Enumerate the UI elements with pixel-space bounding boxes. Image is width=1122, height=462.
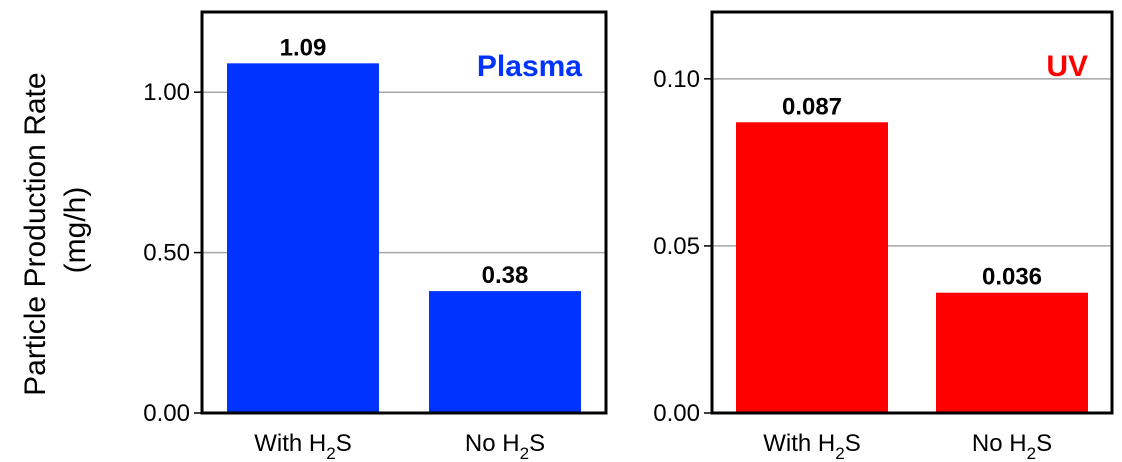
y-tick-label: 0.10 xyxy=(653,66,700,93)
data-label: 0.38 xyxy=(482,262,529,289)
data-label: 1.09 xyxy=(280,34,327,61)
y-tick-label: 1.00 xyxy=(143,79,190,106)
x-tick-label-text: With H xyxy=(763,430,835,457)
plasma-panel-title: Plasma xyxy=(477,50,582,83)
x-tick-label-text: S xyxy=(336,430,352,457)
y-tick-label: 0.00 xyxy=(143,400,190,427)
x-tick-label-subscript: 2 xyxy=(835,444,844,462)
x-tick-label-text: S xyxy=(529,430,545,457)
x-tick-label: With H2S xyxy=(763,430,860,462)
x-tick-label-text: No H xyxy=(465,430,520,457)
x-tick-label-subscript: 2 xyxy=(520,444,529,462)
x-tick-label: With H2S xyxy=(254,430,351,462)
y-tick-label: 0.00 xyxy=(653,400,700,427)
bar xyxy=(429,291,581,413)
x-tick-label: No H2S xyxy=(465,430,545,462)
bar xyxy=(227,63,379,413)
data-label: 0.087 xyxy=(782,93,842,120)
y-axis-label: Particle Production Rate (mg/h) xyxy=(19,64,92,396)
x-tick-label-text: No H xyxy=(972,430,1027,457)
x-tick-label-text: With H xyxy=(254,430,326,457)
x-tick-label-subscript: 2 xyxy=(1027,444,1036,462)
plot-frame xyxy=(710,10,1114,415)
x-tick-label-subscript: 2 xyxy=(326,444,335,462)
y-axis-label-line-1: Particle Production Rate xyxy=(19,72,52,396)
x-tick-label: No H2S xyxy=(972,430,1052,462)
plot-frame xyxy=(200,10,608,415)
x-tick-label-text: S xyxy=(845,430,861,457)
bar xyxy=(736,122,888,414)
y-axis-label-line-2: (mg/h) xyxy=(59,187,92,274)
y-tick-label: 0.05 xyxy=(653,233,700,260)
uv-panel-title: UV xyxy=(1046,50,1088,83)
x-tick-label-text: S xyxy=(1036,430,1052,457)
bar xyxy=(936,292,1088,413)
y-tick-label: 0.50 xyxy=(143,240,190,267)
data-label: 0.036 xyxy=(982,264,1042,291)
